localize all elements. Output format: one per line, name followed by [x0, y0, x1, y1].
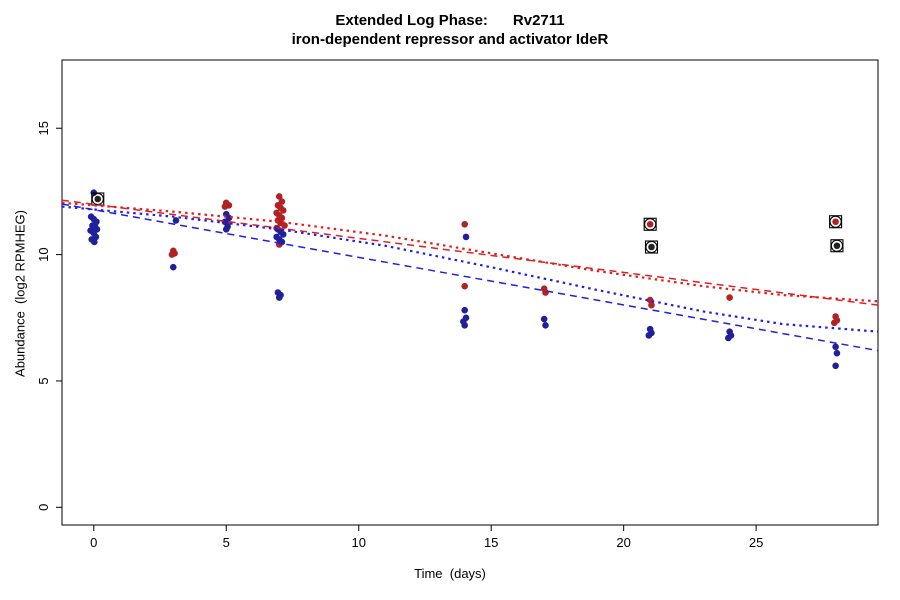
- blue-points-point: [462, 233, 470, 241]
- blue-points-point: [542, 322, 549, 329]
- red-points-point: [461, 282, 469, 290]
- outlier-square-mark: [644, 240, 659, 254]
- blue-points-point: [169, 263, 177, 271]
- red-points-point: [281, 222, 288, 229]
- blue-points-point: [832, 362, 839, 370]
- blue-points-point: [275, 294, 283, 301]
- red-points-point: [726, 294, 733, 301]
- blue-dashed-fit-line: [61, 203, 879, 352]
- chart-subtitle: iron-dependent repressor and activator I…: [291, 31, 609, 48]
- marked-outliers-point: [833, 242, 841, 250]
- marked-outliers-point: [832, 218, 839, 226]
- blue-points-point: [461, 322, 469, 329]
- red-points-point: [461, 220, 469, 228]
- blue-points-point: [172, 217, 180, 224]
- marked-outliers-point: [94, 195, 102, 203]
- blue-points-point: [832, 343, 839, 351]
- outlier-square-mark: [830, 239, 844, 253]
- red-points-point: [221, 203, 229, 210]
- red-points-point: [279, 207, 287, 214]
- red-points-point: [168, 251, 176, 258]
- blue-points-point: [461, 306, 469, 314]
- blue-points-point: [725, 334, 732, 342]
- y-axis-label: Abundance (log2 RPMHEG): [12, 210, 28, 377]
- x-tick-label: 25: [749, 535, 763, 550]
- outlier-square-mark: [829, 215, 843, 229]
- plot-box: [61, 59, 879, 526]
- blue-points-point: [222, 226, 230, 233]
- x-tick-label: 10: [351, 535, 365, 550]
- red-points-point: [648, 301, 655, 309]
- blue-points-point: [645, 332, 653, 339]
- x-tick-label: 15: [484, 535, 498, 550]
- red-dashed-fit-line: [61, 199, 879, 306]
- x-tick-label: 20: [616, 535, 630, 550]
- blue-points-point: [91, 238, 98, 246]
- blue-points-point: [540, 315, 548, 323]
- y-tick-label: 5: [36, 377, 51, 384]
- blue-points-point: [278, 238, 286, 246]
- red-points-point: [542, 289, 549, 296]
- x-axis-label: Time (days): [414, 566, 486, 581]
- red-points-point: [830, 319, 838, 327]
- y-tick-label: 10: [36, 247, 51, 261]
- y-tick-label: 0: [36, 504, 51, 511]
- red-points-point: [275, 193, 283, 200]
- outlier-square-mark: [643, 217, 657, 231]
- x-tick-label: 0: [90, 535, 97, 550]
- chart-title: Extended Log Phase: Rv2711: [335, 12, 565, 29]
- marked-outliers-point: [646, 220, 654, 228]
- blue-points-point: [279, 231, 287, 238]
- marked-outliers-point: [648, 243, 655, 251]
- y-tick-label: 15: [36, 121, 51, 135]
- blue-dotted-fit-line: [61, 205, 879, 333]
- blue-points-point: [833, 349, 841, 357]
- x-tick-label: 5: [223, 535, 230, 550]
